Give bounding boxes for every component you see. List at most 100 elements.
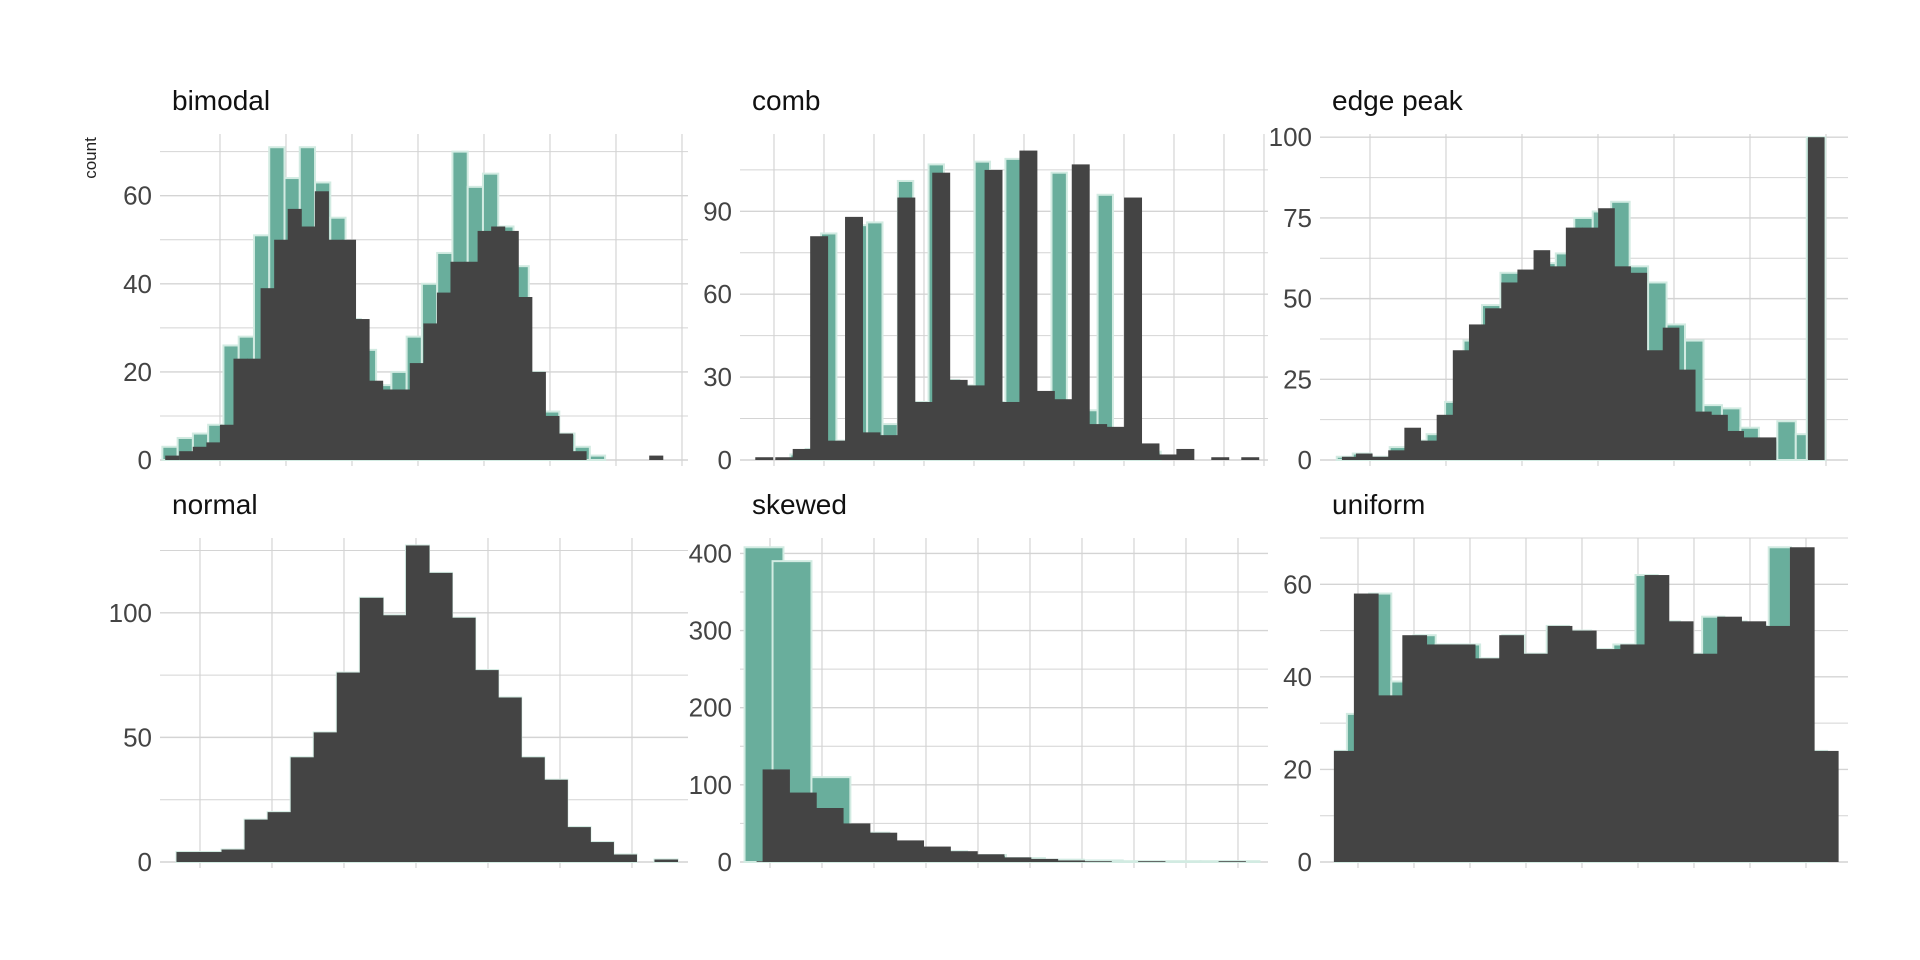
bar: [613, 854, 637, 862]
bar: [1004, 857, 1032, 862]
bar: [1176, 448, 1195, 460]
bar: [1717, 616, 1742, 862]
bar: [396, 389, 411, 460]
bar: [1727, 430, 1744, 460]
bar: [1353, 593, 1379, 862]
bar: [274, 239, 289, 460]
bar: [789, 792, 817, 862]
y-tick-label: 100: [689, 770, 732, 800]
bar: [932, 172, 951, 460]
bar: [1436, 414, 1454, 460]
bar: [1341, 456, 1359, 460]
bar: [950, 851, 978, 862]
y-tick-label: 20: [1283, 754, 1312, 784]
bar: [336, 672, 361, 862]
y-tick-label: 100: [109, 598, 152, 628]
bar: [572, 451, 587, 460]
bar: [590, 842, 614, 862]
bar: [531, 371, 546, 460]
bar: [1565, 227, 1583, 460]
bar-overlay: [1776, 420, 1797, 462]
bar: [1499, 635, 1524, 862]
bar: [1571, 630, 1597, 862]
y-tick-label: 25: [1283, 364, 1312, 394]
bar: [233, 358, 248, 460]
y-tick-label: 60: [1283, 569, 1312, 599]
bar: [545, 415, 560, 460]
bar: [179, 451, 194, 460]
panel-bimodal: 0 20 40 60 bimodal: [123, 85, 688, 475]
bar: [914, 401, 933, 460]
bar: [1218, 861, 1246, 862]
bar: [405, 545, 430, 862]
panel-title: bimodal: [172, 85, 270, 116]
bar: [654, 859, 679, 862]
y-tick-label: 20: [123, 357, 152, 387]
bar: [1030, 858, 1059, 862]
bar: [518, 297, 533, 460]
bar: [1644, 575, 1670, 862]
y-tick-label: 0: [1298, 847, 1312, 877]
bar: [221, 849, 246, 862]
panel-edge-peak: 0 25 50 75 100 edge peak: [1269, 85, 1848, 475]
y-axis-label: count: [81, 137, 100, 179]
bar: [1054, 399, 1073, 460]
bar: [775, 457, 794, 460]
bar: [762, 769, 790, 862]
y-tick-label: 400: [689, 538, 732, 568]
bar: [879, 435, 898, 460]
bar: [452, 617, 476, 862]
bar: [1211, 457, 1230, 460]
y-tick-label: 200: [689, 693, 732, 723]
bar: [949, 379, 968, 460]
bar: [521, 757, 545, 862]
y-tick-label: 40: [123, 269, 152, 299]
bar: [192, 446, 207, 460]
bar: [165, 455, 180, 460]
bar: [792, 448, 811, 460]
y-tick-label: 300: [689, 616, 732, 646]
bar: [1517, 269, 1535, 460]
bar: [1141, 443, 1160, 460]
bar: [558, 433, 574, 460]
bar: [504, 230, 519, 460]
y-tick-label: 0: [138, 847, 152, 877]
y-tick-label: 0: [138, 445, 152, 475]
bar: [984, 169, 1003, 460]
bar-overlay: [588, 454, 607, 462]
bar: [1420, 440, 1438, 460]
bar: [810, 236, 829, 460]
bar: [1630, 272, 1648, 460]
bar: [1741, 621, 1767, 862]
bar: [244, 819, 269, 862]
bar: [1071, 164, 1090, 460]
bar: [1158, 454, 1177, 460]
bar: [409, 363, 424, 460]
bar: [176, 852, 201, 862]
bar: [1549, 266, 1567, 460]
bar: [843, 823, 871, 862]
y-tick-label: 90: [703, 196, 732, 226]
bar: [1450, 644, 1476, 862]
y-tick-label: 100: [1269, 122, 1312, 152]
bar: [896, 840, 925, 862]
bar: [475, 670, 499, 862]
panel-uniform: 0 20 40 60 uniform: [1283, 489, 1848, 877]
bar: [382, 615, 407, 862]
bar: [1668, 621, 1694, 862]
panel-title: skewed: [752, 489, 847, 520]
bar: [1743, 437, 1761, 460]
bar: [341, 239, 357, 460]
bar: [382, 389, 397, 460]
bar: [1678, 369, 1696, 460]
bar: [1402, 635, 1428, 862]
y-tick-label: 40: [1283, 662, 1312, 692]
bar: [267, 812, 292, 862]
bar: [1036, 390, 1055, 460]
bar: [491, 226, 506, 460]
bar: [923, 846, 951, 862]
bar: [567, 827, 591, 862]
bar: [755, 457, 774, 460]
bar: [827, 440, 846, 460]
